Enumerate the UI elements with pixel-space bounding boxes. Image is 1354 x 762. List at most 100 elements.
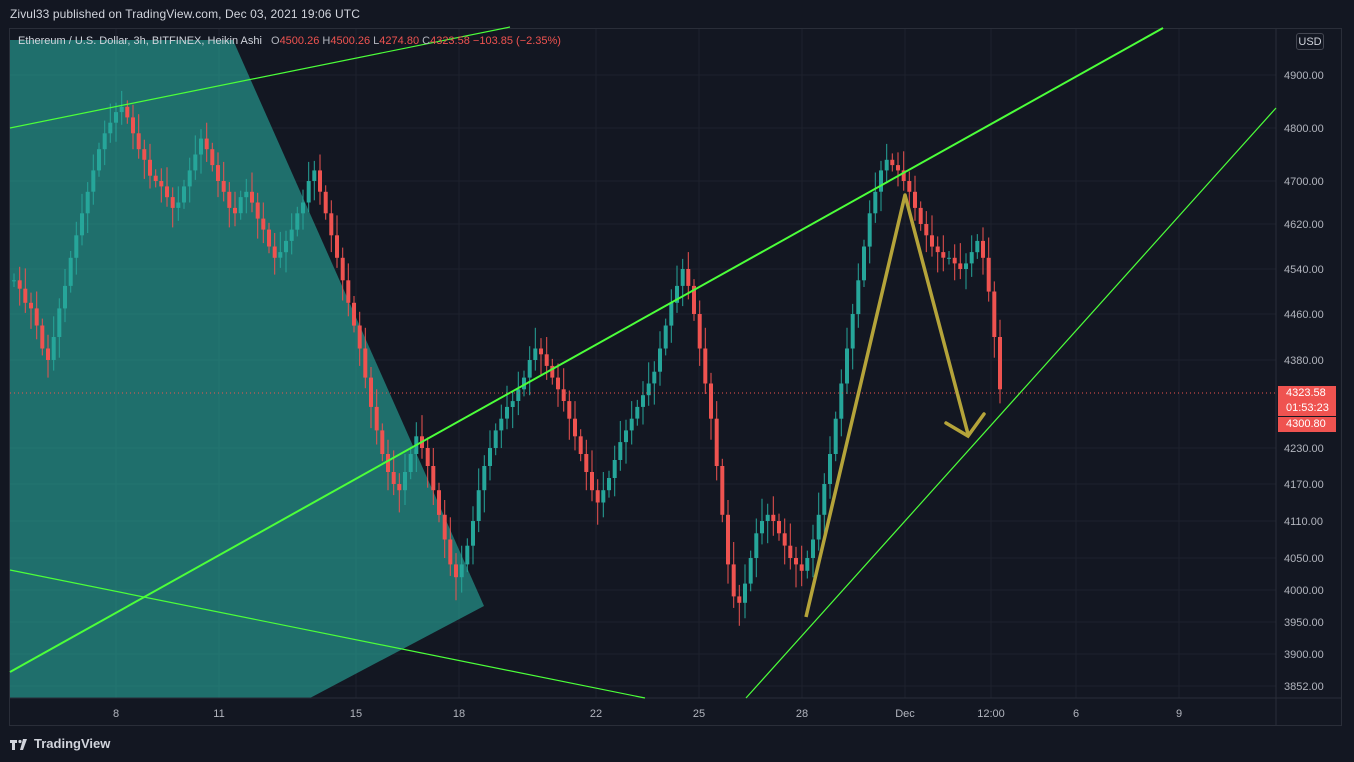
- x-tick-label: 8: [113, 708, 119, 720]
- y-tick-label: 3950.00: [1284, 617, 1324, 629]
- candle-body: [114, 112, 118, 123]
- candle-body: [136, 133, 141, 150]
- candle-body: [142, 149, 147, 160]
- candle-body: [386, 454, 390, 472]
- y-tick-label: 4900.00: [1284, 70, 1324, 82]
- candle-body: [850, 314, 855, 349]
- candle-body: [856, 280, 861, 315]
- candle-body: [924, 224, 929, 236]
- candle-body: [816, 514, 821, 540]
- candle-body: [255, 202, 260, 219]
- candle-body: [284, 240, 288, 253]
- y-tick-label: 3900.00: [1284, 649, 1324, 661]
- candle-body: [244, 191, 249, 198]
- candle-body: [85, 191, 90, 214]
- y-tick-label: 4380.00: [1284, 355, 1324, 367]
- trendline-support: [745, 107, 1277, 699]
- candle-body: [930, 235, 934, 247]
- candle-body: [153, 175, 158, 181]
- candle-body: [221, 181, 226, 192]
- candle-body: [199, 138, 203, 155]
- candle-body: [692, 285, 696, 314]
- y-tick-label: 4700.00: [1284, 176, 1324, 188]
- candle-body: [448, 539, 453, 565]
- candle-body: [646, 383, 651, 396]
- candle-body: [969, 252, 974, 264]
- candle-body: [227, 191, 232, 208]
- candle-body: [618, 442, 623, 460]
- candle-body: [119, 106, 124, 113]
- candle-body: [397, 484, 402, 491]
- candle-body: [318, 170, 322, 192]
- candle-body: [595, 490, 600, 503]
- candle-body: [216, 165, 220, 181]
- candle-body: [23, 288, 28, 303]
- candle-body: [913, 191, 917, 208]
- currency-badge[interactable]: USD: [1296, 33, 1324, 50]
- candle-body: [964, 263, 968, 269]
- candle-body: [204, 138, 209, 150]
- candle-body: [527, 360, 532, 378]
- candle-body: [482, 466, 487, 491]
- candle-body: [533, 348, 538, 360]
- candle-body: [272, 246, 277, 258]
- y-tick-label: 4230.00: [1284, 443, 1324, 455]
- candle-body: [941, 252, 946, 258]
- bottom-bar: [0, 726, 1354, 762]
- candle-body: [550, 365, 555, 378]
- candle-body: [573, 418, 577, 437]
- candle-body: [250, 191, 254, 203]
- symbol-label[interactable]: Ethereum / U.S. Dollar, 3h, BITFINEX, He…: [18, 35, 262, 47]
- candle-body: [522, 377, 526, 390]
- candle-body: [476, 490, 481, 521]
- candle-body: [374, 406, 379, 431]
- low-price-tag: 4300.80: [1278, 417, 1336, 432]
- candle-body: [505, 406, 509, 419]
- brand-logo[interactable]: TradingView: [10, 736, 110, 751]
- candle-body: [607, 478, 611, 491]
- y-tick-label: 4800.00: [1284, 123, 1324, 135]
- candle-body: [686, 269, 691, 286]
- close-value: 4323.58: [430, 35, 470, 47]
- candle-body: [777, 521, 781, 534]
- y-tick-label: 4050.00: [1284, 553, 1324, 565]
- candle-body: [918, 207, 923, 224]
- candle-body: [958, 263, 963, 269]
- y-tick-label: 4170.00: [1284, 479, 1324, 491]
- y-tick-label: 4000.00: [1284, 585, 1324, 597]
- candle-body: [51, 337, 56, 360]
- candle-body: [12, 280, 16, 282]
- candle-body: [635, 406, 640, 419]
- candle-body: [629, 418, 634, 431]
- candle-body: [737, 596, 742, 603]
- candle-body: [845, 348, 849, 384]
- candle-body: [697, 314, 702, 349]
- candle-body: [408, 454, 413, 472]
- high-value: 4500.26: [330, 35, 371, 47]
- candle-body: [612, 460, 617, 478]
- shaded-region: [10, 40, 484, 698]
- candle-body: [74, 235, 79, 258]
- candle-body: [743, 583, 747, 603]
- candle-body: [986, 257, 991, 292]
- candle-body: [17, 280, 22, 289]
- candle-body: [822, 484, 827, 515]
- candle-body: [516, 389, 521, 401]
- candle-body: [561, 389, 566, 401]
- candle-body: [187, 170, 192, 187]
- candle-body: [34, 308, 39, 326]
- arrow-path: [804, 193, 970, 618]
- candle-body: [329, 213, 334, 236]
- candle-body: [369, 377, 373, 407]
- last-price-tag: 4323.58: [1278, 386, 1336, 401]
- candle-body: [771, 514, 776, 521]
- candle-body: [454, 564, 458, 578]
- candle-body: [312, 170, 317, 181]
- candle-body: [544, 354, 549, 366]
- open-label: O: [271, 35, 280, 47]
- candle-body: [578, 436, 583, 454]
- candle-body: [839, 383, 844, 419]
- candle-body: [890, 159, 895, 166]
- top-bar: Zivul33 published on TradingView.com, De…: [0, 0, 1354, 28]
